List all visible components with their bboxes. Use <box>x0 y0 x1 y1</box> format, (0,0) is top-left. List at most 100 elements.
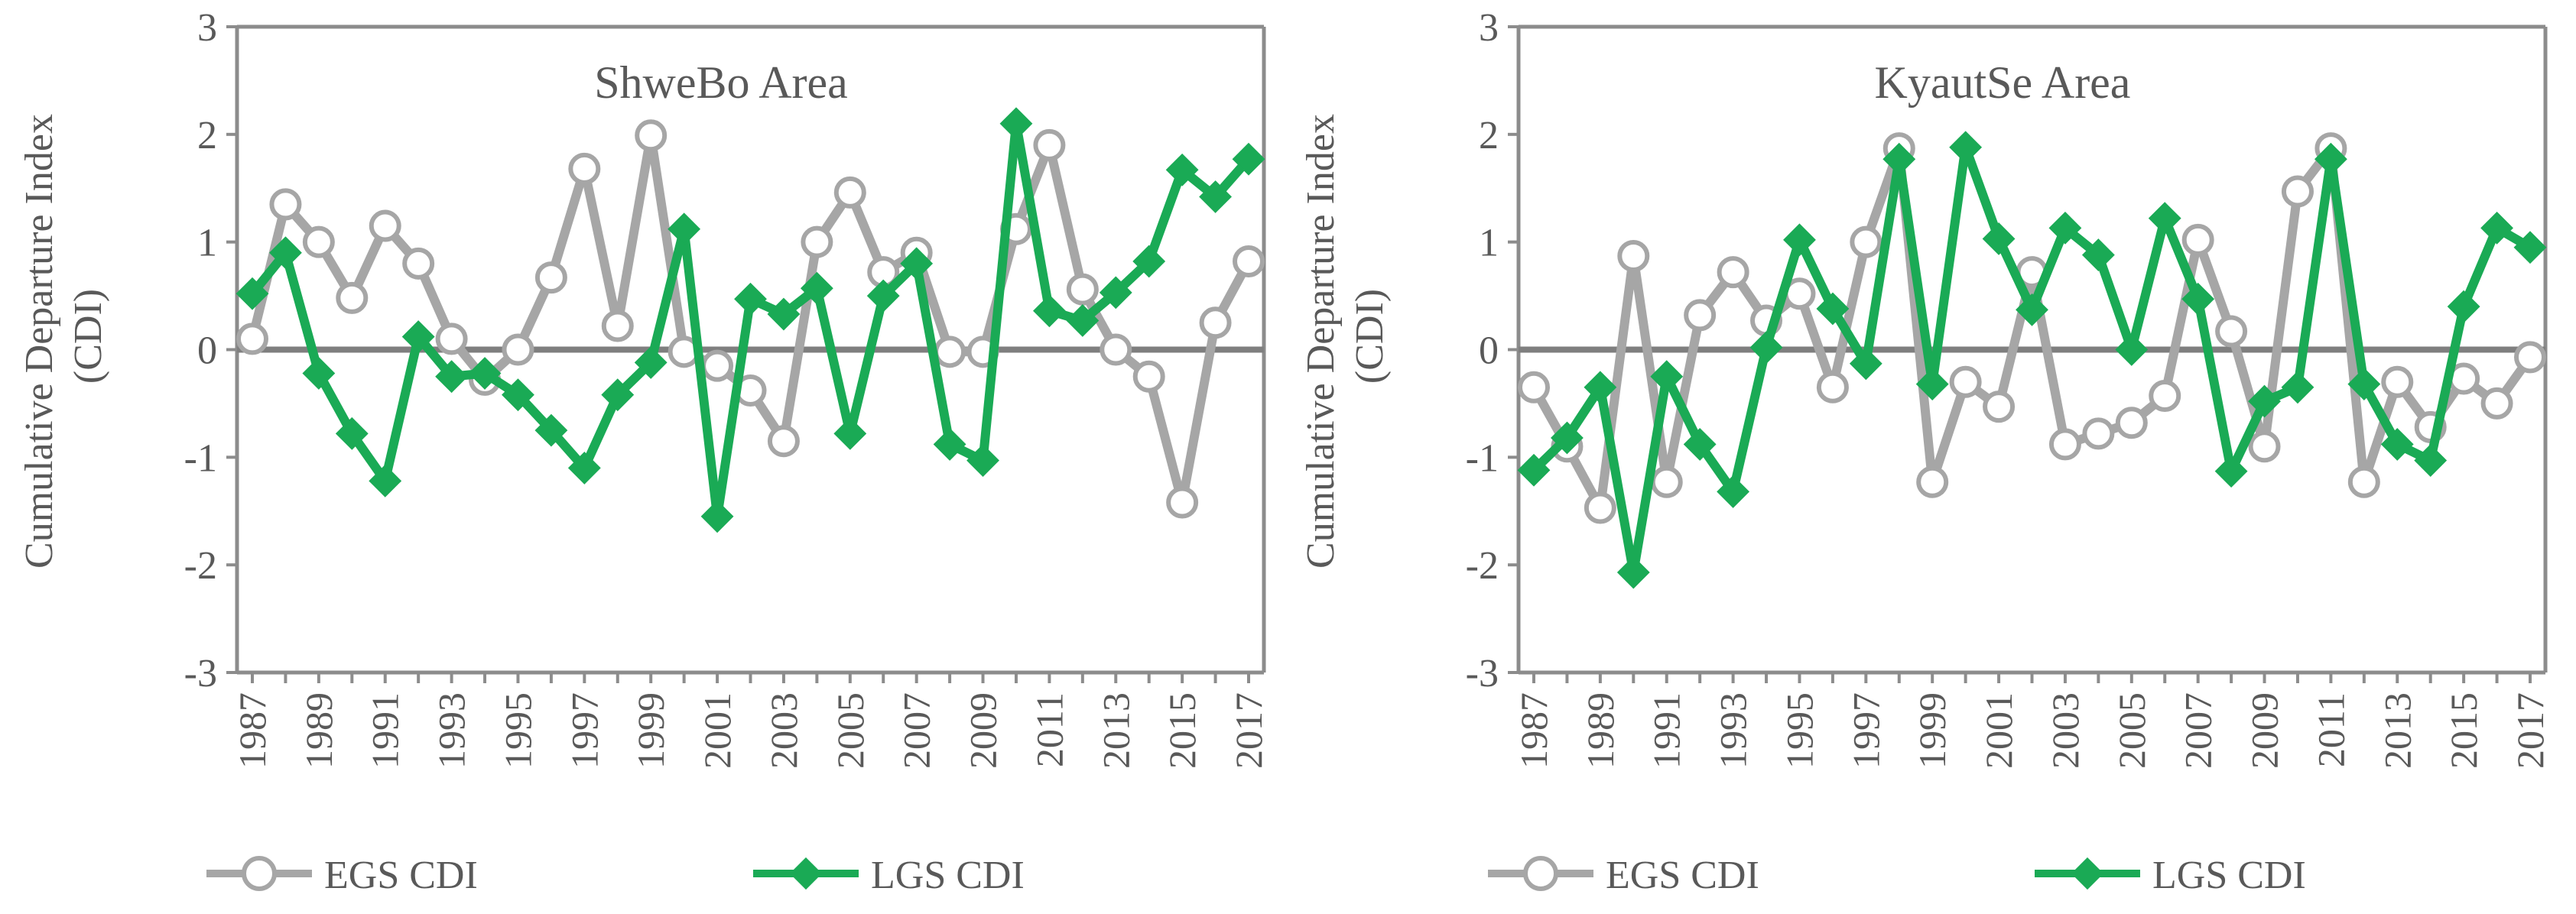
data-point-egs-cdi <box>435 322 468 355</box>
legend-item-egs: EGS CDI <box>1488 854 1759 897</box>
x-tick-label: 1999 <box>1911 692 1954 769</box>
x-tick-label: 2015 <box>2442 692 2485 769</box>
data-point-lgs-cdi <box>1882 142 1916 176</box>
data-point-lgs-cdi <box>1232 142 1265 176</box>
data-point-lgs-cdi <box>1783 223 1816 257</box>
data-point-lgs-cdi <box>1650 360 1684 394</box>
x-tick-label: 1989 <box>1579 692 1622 769</box>
y-tick-label: 1 <box>1479 222 1499 265</box>
data-point-lgs-cdi <box>866 279 900 313</box>
data-point-egs-cdi <box>2181 223 2214 256</box>
data-point-egs-cdi <box>934 335 966 368</box>
data-point-lgs-cdi <box>2048 211 2082 245</box>
data-point-lgs-cdi <box>1066 304 1100 337</box>
data-point-egs-cdi <box>502 333 534 366</box>
data-point-egs-cdi <box>801 225 833 258</box>
data-point-egs-cdi <box>1033 128 1066 161</box>
data-point-egs-cdi <box>369 209 401 242</box>
x-tick-label: 1991 <box>1645 692 1688 769</box>
legend: EGS CDI LGS CDI <box>206 854 1025 897</box>
data-point-egs-cdi <box>568 152 601 185</box>
x-tick-label: 1997 <box>563 692 606 769</box>
x-tick-label: 1989 <box>297 692 340 769</box>
legend-label-egs: EGS CDI <box>324 854 478 897</box>
y-tick-label: 2 <box>1479 114 1499 157</box>
chart-title: ShweBo Area <box>594 57 848 108</box>
data-point-egs-cdi <box>701 349 734 382</box>
data-point-egs-cdi <box>1684 299 1717 332</box>
data-point-lgs-cdi <box>2314 142 2347 176</box>
data-point-egs-cdi <box>1132 360 1165 393</box>
y-tick-label: -1 <box>184 436 217 480</box>
data-point-lgs-cdi <box>1982 222 2016 255</box>
data-point-lgs-cdi <box>534 413 568 447</box>
data-point-lgs-cdi <box>2081 238 2115 271</box>
data-point-egs-cdi <box>1166 486 1199 519</box>
data-point-lgs-cdi <box>833 416 867 450</box>
data-point-lgs-cdi <box>1717 475 1750 508</box>
data-point-lgs-cdi <box>1816 292 1850 326</box>
data-point-lgs-cdi <box>1584 371 1617 404</box>
data-point-egs-cdi <box>1949 365 1982 398</box>
data-point-egs-cdi <box>2347 465 2380 498</box>
data-point-lgs-cdi <box>933 428 966 461</box>
data-point-lgs-cdi <box>1099 276 1132 310</box>
data-point-egs-cdi <box>767 425 800 458</box>
data-point-egs-cdi <box>2048 428 2081 461</box>
x-tick-label: 2017 <box>1227 692 1270 769</box>
data-point-egs-cdi <box>1066 273 1099 306</box>
x-tick-label: 2009 <box>2243 692 2286 769</box>
x-tick-label: 2009 <box>962 692 1005 769</box>
data-point-egs-cdi <box>2215 315 2248 348</box>
data-point-lgs-cdi <box>1199 180 1232 213</box>
data-point-lgs-cdi <box>2115 333 2149 366</box>
data-point-egs-cdi <box>2381 365 2414 398</box>
data-point-egs-cdi <box>601 310 634 342</box>
legend-label-egs: EGS CDI <box>1606 854 1759 897</box>
data-point-lgs-cdi <box>236 277 269 310</box>
legend: EGS CDI LGS CDI <box>1488 854 2306 897</box>
data-point-egs-cdi <box>2082 417 2115 450</box>
y-tick-label: -1 <box>1466 436 1499 480</box>
data-point-egs-cdi <box>1584 491 1616 524</box>
data-point-lgs-cdi <box>369 464 402 498</box>
data-point-lgs-cdi <box>2016 293 2048 326</box>
x-tick-label: 1999 <box>629 692 672 769</box>
data-point-lgs-cdi <box>999 107 1033 141</box>
data-point-lgs-cdi <box>468 357 502 390</box>
data-point-lgs-cdi <box>2347 368 2381 400</box>
data-point-lgs-cdi <box>2380 428 2414 461</box>
y-axis-label-line-2: (CDI) <box>67 289 110 384</box>
x-tick-label: 2011 <box>1028 692 1070 767</box>
x-tick-label: 2001 <box>696 692 739 769</box>
legend-item-lgs: LGS CDI <box>2035 854 2306 897</box>
x-tick-label: 2001 <box>1977 692 2020 769</box>
data-point-lgs-cdi <box>435 360 469 394</box>
y-tick-label: 0 <box>197 329 217 373</box>
data-point-lgs-cdi <box>1849 347 1882 381</box>
data-point-egs-cdi <box>1518 371 1550 404</box>
data-point-egs-cdi <box>833 176 866 209</box>
data-point-egs-cdi <box>236 322 268 355</box>
data-point-lgs-cdi <box>2513 231 2547 264</box>
data-point-egs-cdi <box>336 281 369 314</box>
data-point-lgs-cdi <box>767 297 801 331</box>
data-point-lgs-cdi <box>1749 331 1783 365</box>
plot-area <box>235 24 1266 675</box>
data-point-lgs-cdi <box>800 271 833 305</box>
data-point-lgs-cdi <box>1949 131 1983 164</box>
data-point-lgs-cdi <box>1915 368 1949 400</box>
x-tick-label: 2007 <box>2177 692 2220 769</box>
legend-item-egs: EGS CDI <box>206 854 478 897</box>
x-tick-label: 2013 <box>2376 692 2418 769</box>
data-point-lgs-cdi <box>2148 202 2181 235</box>
y-tick-label: 0 <box>1479 329 1499 373</box>
x-tick-label: 2015 <box>1161 692 1204 769</box>
data-point-lgs-cdi <box>1032 294 1066 328</box>
data-point-lgs-cdi <box>2480 211 2513 245</box>
data-point-egs-cdi <box>1617 239 1650 272</box>
data-point-lgs-cdi <box>2181 282 2215 316</box>
data-point-egs-cdi <box>1850 225 1882 258</box>
y-tick-label: -2 <box>184 544 217 588</box>
data-point-lgs-cdi <box>335 416 369 450</box>
